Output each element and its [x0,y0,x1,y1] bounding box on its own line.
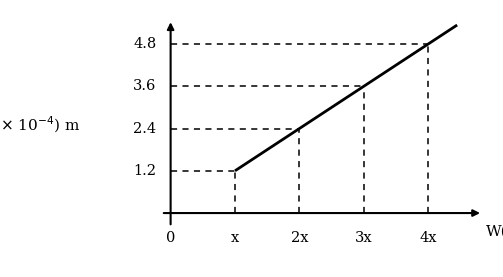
Text: 4x: 4x [420,231,437,245]
Text: 1.2: 1.2 [133,164,156,178]
Text: 3x: 3x [355,231,373,245]
Text: 0: 0 [166,231,176,245]
Text: 2.4: 2.4 [133,122,156,135]
Text: x: x [231,231,239,245]
Text: 3.6: 3.6 [133,79,156,93]
Text: 4.8: 4.8 [133,37,156,51]
Text: $l$($\times$ 10$^{-4}$) m: $l$($\times$ 10$^{-4}$) m [0,114,80,135]
Text: 2x: 2x [291,231,308,245]
Text: W(N): W(N) [486,224,503,238]
